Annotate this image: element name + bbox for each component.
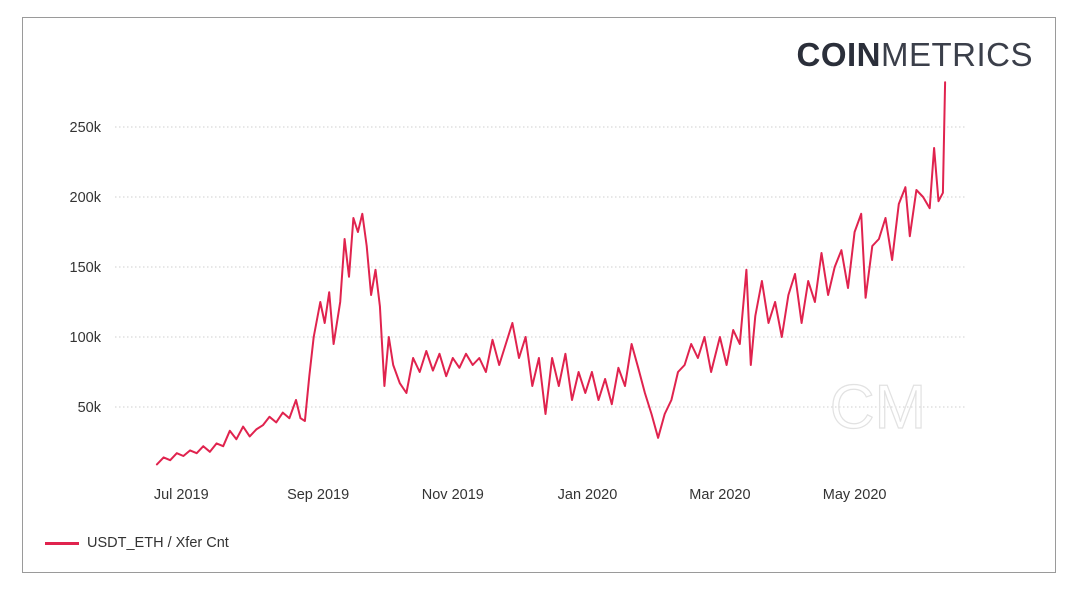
x-tick-label: May 2020 xyxy=(823,487,887,503)
series-line xyxy=(155,81,947,466)
y-axis-ticks: 50k 100k 150k 200k 250k xyxy=(70,120,102,416)
x-tick-label: Jul 2019 xyxy=(154,487,209,503)
line-chart: 50k 100k 150k 200k 250k Jul 2019 Sep 2019 Nov … xyxy=(70,81,965,503)
chart-series xyxy=(155,81,947,466)
x-tick-label: Jan 2020 xyxy=(558,487,618,503)
logo-bold-text: COIN xyxy=(796,36,881,73)
y-tick-label: 150k xyxy=(70,260,102,276)
x-axis-ticks: Jul 2019 Sep 2019 Nov 2019 Jan 2020 Mar 2020… xyxy=(154,487,887,503)
watermark-logo: CM xyxy=(830,373,926,442)
y-tick-label: 200k xyxy=(70,190,102,206)
legend-swatch xyxy=(45,541,79,545)
coinmetrics-logo: COINMETRICS xyxy=(797,36,1034,74)
legend-label: USDT_ETH / Xfer Cnt xyxy=(87,535,229,551)
y-tick-label: 100k xyxy=(70,330,102,346)
y-tick-label: 50k xyxy=(78,400,102,416)
x-tick-label: Nov 2019 xyxy=(422,487,484,503)
y-tick-label: 250k xyxy=(70,120,102,136)
x-tick-label: Sep 2019 xyxy=(287,487,349,503)
logo-light-text: METRICS xyxy=(881,36,1033,73)
legend: USDT_ETH / Xfer Cnt xyxy=(45,535,229,551)
x-tick-label: Mar 2020 xyxy=(689,487,750,503)
chart-frame: COINMETRICS 50k 100k 150k 200k 250k Jul 2019… xyxy=(22,17,1056,573)
